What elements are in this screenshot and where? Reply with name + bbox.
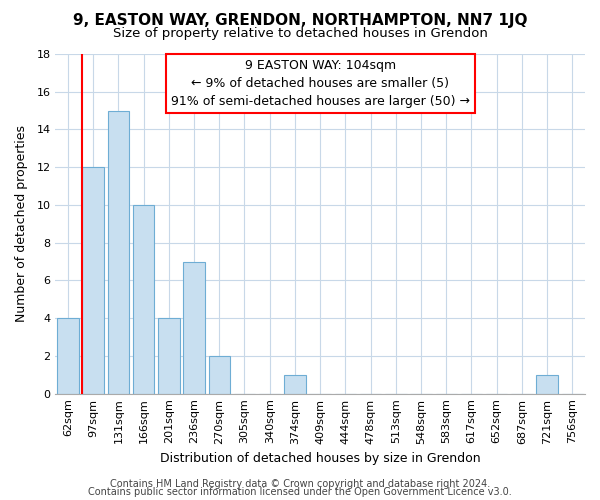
X-axis label: Distribution of detached houses by size in Grendon: Distribution of detached houses by size … — [160, 452, 481, 465]
Bar — [82, 167, 104, 394]
Text: 9 EASTON WAY: 104sqm
← 9% of detached houses are smaller (5)
91% of semi-detache: 9 EASTON WAY: 104sqm ← 9% of detached ho… — [170, 59, 470, 108]
Text: 9, EASTON WAY, GRENDON, NORTHAMPTON, NN7 1JQ: 9, EASTON WAY, GRENDON, NORTHAMPTON, NN7… — [73, 12, 527, 28]
Text: Contains HM Land Registry data © Crown copyright and database right 2024.: Contains HM Land Registry data © Crown c… — [110, 479, 490, 489]
Bar — [536, 375, 558, 394]
Y-axis label: Number of detached properties: Number of detached properties — [15, 126, 28, 322]
Bar — [284, 375, 305, 394]
Bar — [133, 205, 154, 394]
Text: Contains public sector information licensed under the Open Government Licence v3: Contains public sector information licen… — [88, 487, 512, 497]
Bar — [107, 110, 129, 394]
Bar — [209, 356, 230, 394]
Bar — [158, 318, 179, 394]
Bar — [57, 318, 79, 394]
Text: Size of property relative to detached houses in Grendon: Size of property relative to detached ho… — [113, 28, 487, 40]
Bar — [184, 262, 205, 394]
